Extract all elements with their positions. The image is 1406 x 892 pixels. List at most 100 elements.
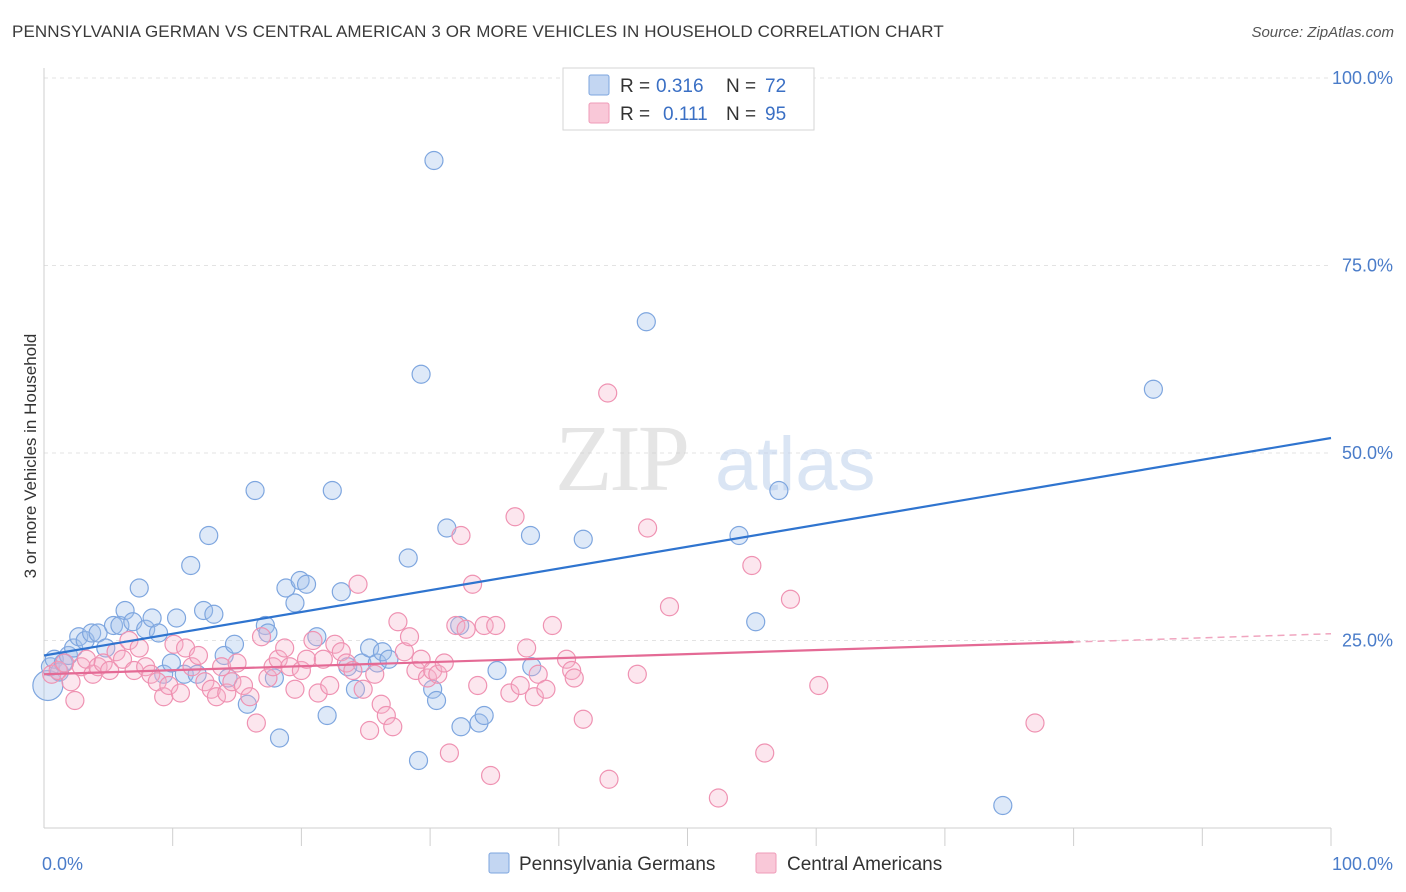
point-pink-47 [313,649,333,669]
point-blue-32 [237,694,257,714]
point-blue-65 [520,525,541,546]
point-blue-69 [729,525,749,546]
point-pink-34 [240,687,260,707]
point-pink-83 [528,664,548,684]
x-tick-label-1: 100.0% [1332,854,1393,874]
point-pink-39 [268,649,288,669]
watermark: ZIP atlas [555,407,876,511]
point-pink-24 [182,657,202,677]
point-blue-43 [317,705,337,726]
point-blue-72 [993,795,1013,816]
point-pink-88 [564,668,584,688]
point-pink-71 [451,525,471,546]
point-blue-24 [181,555,201,576]
point-blue-71 [769,480,789,501]
point-blue-54 [408,750,429,771]
point-pink-94 [659,597,680,617]
point-blue-42 [307,627,327,647]
point-blue-31 [224,634,245,654]
point-pink-77 [486,615,506,636]
point-pink-91 [598,383,618,403]
point-pink-64 [411,649,431,669]
point-blue-27 [199,525,219,546]
point-pink-72 [456,619,476,639]
point-pink-26 [195,672,215,692]
point-blue-21 [161,653,182,673]
point-pink-45 [303,630,323,651]
point-pink-96 [742,555,762,576]
point-blue-68 [636,312,656,332]
legend-n-value-pink: 95 [765,104,786,125]
point-blue-41 [296,574,317,594]
point-blue-47 [345,679,366,699]
point-pink-61 [394,642,414,662]
point-pink-58 [376,705,396,726]
bottom-legend-swatch-pink [755,852,777,874]
point-blue-57 [426,690,447,711]
point-pink-57 [371,694,391,714]
point-pink-59 [383,717,403,737]
y-axis-title: 3 or more Vehicles in Household [21,334,40,579]
point-pink-37 [258,668,278,688]
point-pink-79 [505,507,525,527]
bottom-legend-swatch-blue [488,852,510,874]
grid-lines [44,77,1331,641]
trend-lines [43,436,1332,676]
point-blue-56 [423,679,443,699]
stats-legend: R = 0.316 N = 72 R = 0.111 N = 95 [562,67,815,131]
point-pink-4 [65,690,85,711]
point-pink-78 [500,683,520,703]
point-pink-49 [325,634,345,654]
point-pink-22 [170,683,191,703]
point-pink-10 [100,660,120,681]
point-pink-44 [296,649,317,669]
series-legend: Pennsylvania Germans Central Americans [488,852,942,875]
point-pink-90 [599,769,619,789]
point-pink-35 [246,713,266,733]
point-blue-12 [103,615,124,636]
legend-swatch-pink [588,102,610,124]
point-pink-20 [159,675,179,696]
x-tick-label-0: 0.0% [42,854,83,874]
legend-n-value-blue: 72 [765,76,786,97]
point-blue-55 [411,364,431,384]
point-pink-97 [755,743,775,763]
point-blue-63 [474,705,494,726]
point-blue-10 [88,623,108,643]
point-blue-70 [746,612,766,632]
y-tick-label-1: 50.0% [1342,443,1393,463]
point-blue-14 [115,600,135,621]
point-pink-12 [112,649,133,669]
point-blue-39 [285,593,305,613]
point-pink-36 [251,627,272,647]
point-pink-100 [1025,713,1045,733]
x-tick-labels: 0.0% 100.0% [42,854,1393,874]
axes [43,68,1332,846]
trend-line-pink-extension [1073,633,1332,643]
point-pink-67 [428,664,448,684]
point-pink-92 [627,664,647,684]
point-blue-45 [331,582,351,602]
point-blue-49 [360,638,380,658]
point-blue-34 [255,615,275,636]
point-pink-95 [708,788,728,808]
point-pink-15 [129,638,149,658]
point-pink-53 [348,574,368,594]
point-blue-44 [322,480,342,501]
point-pink-93 [638,518,658,538]
point-blue-13 [110,615,130,636]
point-pink-74 [468,675,488,696]
trend-line-pink [43,640,1074,676]
point-pink-76 [480,765,501,786]
y-tick-label-2: 75.0% [1342,256,1393,276]
point-pink-8 [88,657,108,677]
legend-r-label-pink: R = [620,104,650,125]
point-blue-58 [424,150,444,171]
point-blue-16 [129,578,149,598]
point-pink-85 [542,615,562,636]
point-pink-89 [573,709,593,729]
point-pink-42 [285,679,305,699]
point-pink-31 [222,672,242,692]
point-pink-2 [54,653,75,673]
